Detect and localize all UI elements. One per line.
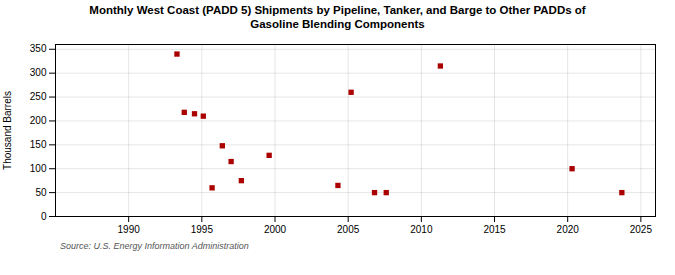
svg-text:250: 250 (30, 91, 47, 102)
svg-text:300: 300 (30, 67, 47, 78)
svg-text:200: 200 (30, 115, 47, 126)
html-text:Source: U.S. Energy Informatio: Source: U.S. Energy Information Administ… (60, 240, 249, 251)
svg-text:1990: 1990 (118, 223, 141, 234)
svg-text:1995: 1995 (191, 223, 214, 234)
svg-text:2010: 2010 (410, 223, 433, 234)
html-text:Monthly West Coast (PADD 5) Sh: Monthly West Coast (PADD 5) Shipments by… (89, 4, 586, 31)
svg-text:50: 50 (35, 187, 47, 198)
svg-text:100: 100 (30, 163, 47, 174)
svg-text:2015: 2015 (483, 223, 506, 234)
svg-text:0: 0 (41, 210, 47, 221)
svg-text:150: 150 (30, 139, 47, 150)
svg-text:Thousand Barrels: Thousand Barrels (2, 91, 13, 170)
svg-text:350: 350 (30, 43, 47, 54)
svg-text:2005: 2005 (337, 223, 360, 234)
svg-text:2000: 2000 (264, 223, 287, 234)
svg-text:2020: 2020 (557, 223, 580, 234)
svg-text:2025: 2025 (630, 223, 653, 234)
